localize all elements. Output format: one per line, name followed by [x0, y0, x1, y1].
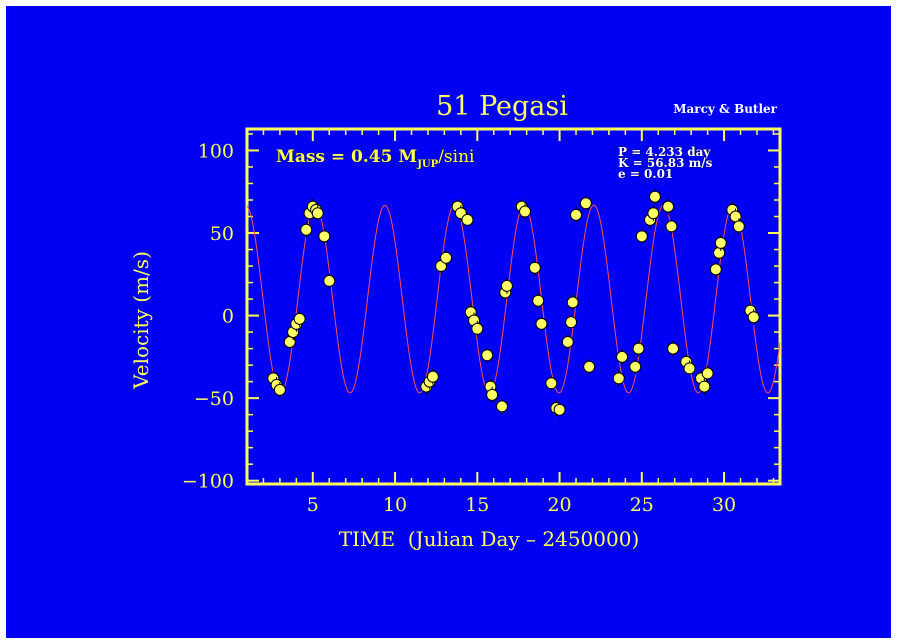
data-point	[732, 220, 745, 233]
data-point	[561, 336, 574, 348]
data-point	[323, 274, 336, 287]
mass-label: Mass = 0.45 MJUP/sini	[276, 147, 475, 170]
data-point	[683, 362, 696, 375]
plot-frame	[245, 127, 782, 486]
data-point	[662, 200, 675, 213]
mass-label-prefix: Mass = 0.45 M	[276, 147, 417, 167]
data-point	[293, 312, 306, 325]
data-point	[535, 317, 548, 330]
data-point	[553, 403, 566, 416]
data-point	[616, 350, 629, 363]
mass-label-subscript: JUP	[416, 159, 438, 170]
data-point	[701, 367, 714, 380]
fit-param-eccentricity: e = 0.01	[618, 167, 673, 181]
x-tick-label: 5	[307, 494, 319, 516]
data-point	[471, 322, 484, 335]
data-point	[570, 208, 583, 221]
data-point	[629, 360, 642, 373]
credit-label: Marcy & Butler	[673, 102, 777, 116]
mass-label-suffix: /sini	[438, 147, 475, 167]
y-tick-label: 50	[210, 223, 234, 245]
data-point	[495, 400, 508, 413]
data-point	[647, 207, 660, 220]
data-point	[632, 342, 645, 355]
fit-param-period: P = 4.233 day	[618, 145, 711, 159]
y-tick-label: 100	[198, 140, 234, 162]
data-point	[318, 230, 331, 243]
data-point	[566, 296, 579, 309]
data-point	[665, 220, 678, 233]
data-point	[528, 261, 541, 274]
data-point	[426, 370, 439, 383]
x-tick-label: 15	[465, 494, 489, 516]
x-axis-label: TIME (Julian Day – 2450000)	[339, 527, 640, 551]
velocity-chart: 51 Pegasi Marcy & Butler 5 10 15 20 25 30 −100…	[129, 91, 782, 551]
data-point	[300, 223, 313, 236]
y-tick-label: −50	[194, 388, 234, 410]
data-point	[440, 251, 453, 264]
data-point	[713, 246, 726, 259]
data-point	[481, 349, 494, 362]
data-point	[519, 205, 532, 218]
data-point	[714, 236, 727, 249]
data-point	[635, 230, 648, 243]
data-point	[667, 342, 680, 355]
data-point	[283, 336, 296, 348]
fit-curve	[247, 204, 780, 394]
x-tick-label: 30	[712, 494, 736, 516]
fit-param-amplitude: K = 56.83 m/s	[618, 156, 713, 170]
data-point	[311, 207, 324, 220]
chart-stage: 51 Pegasi Marcy & Butler 5 10 15 20 25 30 −100…	[6, 6, 891, 638]
y-tick-label: 0	[222, 306, 234, 328]
data-point	[500, 279, 513, 292]
x-tick-label: 25	[630, 494, 654, 516]
data-point	[648, 190, 661, 203]
data-point	[583, 360, 596, 373]
data-point	[747, 311, 760, 324]
fit-params: P = 4.233 day K = 56.83 m/s e = 0.01	[618, 145, 713, 182]
chart-title: 51 Pegasi	[436, 91, 568, 122]
y-tick-label: −100	[182, 471, 234, 493]
x-tick-label: 20	[547, 494, 571, 516]
data-point	[545, 377, 558, 390]
data-point	[486, 388, 499, 401]
data-point	[565, 316, 578, 329]
data-point	[273, 383, 286, 396]
data-point	[461, 213, 474, 226]
data-point	[579, 197, 592, 210]
data-point	[698, 380, 711, 393]
y-axis-label: Velocity (m/s)	[129, 251, 153, 390]
x-tick-label: 10	[383, 494, 407, 516]
data-point	[709, 263, 722, 276]
data-point	[612, 372, 625, 385]
data-point	[532, 294, 545, 307]
plot-area: 5 10 15 20 25 30 −100 −50 0 50 100	[182, 127, 782, 516]
data-point	[729, 210, 742, 223]
